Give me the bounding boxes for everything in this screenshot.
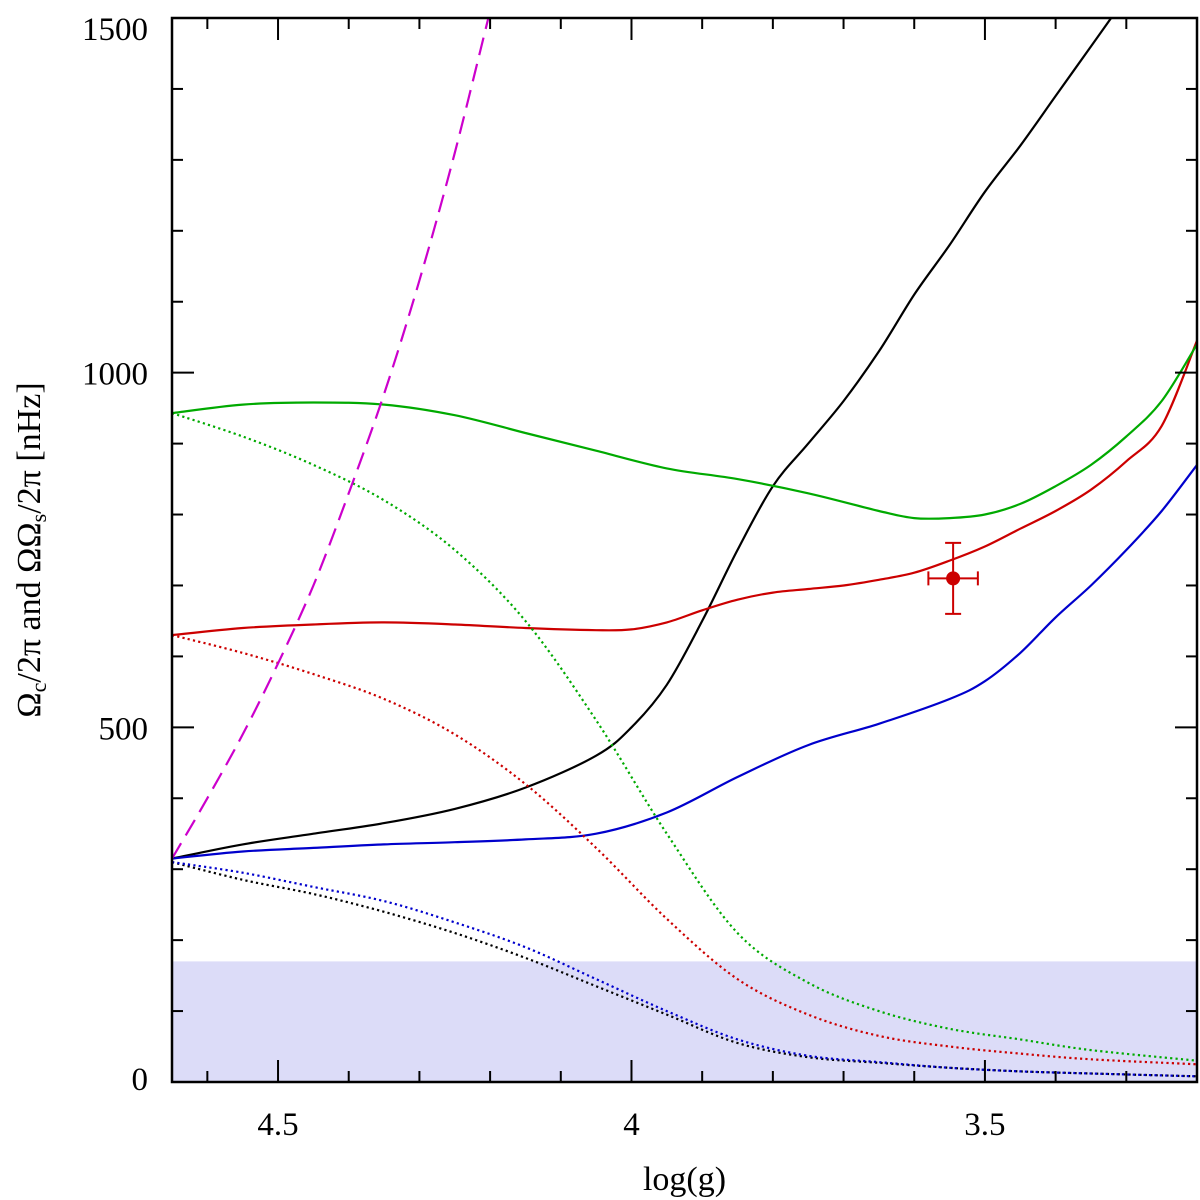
series-blue-core bbox=[172, 464, 1197, 860]
y-tick-label: 0 bbox=[132, 1062, 149, 1098]
y-axis-title-suffix: /2π [nHz] bbox=[11, 382, 48, 513]
series-blue-surface bbox=[172, 861, 1197, 1078]
x-tick-label: 4.5 bbox=[257, 1107, 298, 1143]
y-tick-label: 500 bbox=[99, 711, 149, 747]
y-axis-title-middle: /2π and Ω bbox=[11, 548, 48, 683]
y-axis-title-prefix: Ω bbox=[11, 692, 48, 717]
y-tick-label: 1500 bbox=[82, 12, 148, 48]
plot-frame bbox=[170, 16, 1199, 1084]
y-axis-title-prefix2: Ω bbox=[11, 522, 48, 547]
shaded-band bbox=[172, 961, 1197, 1082]
series-red-core bbox=[172, 340, 1197, 637]
series-black-core bbox=[172, 18, 1113, 860]
y-axis-title-sub2: s bbox=[26, 514, 51, 523]
y-axis-title-sub1: c bbox=[26, 682, 51, 692]
x-tick-label: 4 bbox=[623, 1107, 640, 1143]
series-black-surface bbox=[172, 861, 1197, 1078]
x-tick-label: 3.5 bbox=[964, 1107, 1005, 1143]
series-green-core bbox=[172, 343, 1197, 520]
series-red-surface bbox=[172, 634, 1197, 1066]
obs-point bbox=[946, 571, 961, 586]
series-green-surface bbox=[172, 412, 1197, 1062]
x-axis-title: log(g) bbox=[643, 1161, 726, 1198]
y-tick-label: 1000 bbox=[82, 357, 148, 393]
series-magenta-dashed bbox=[172, 18, 490, 860]
y-axis-title: Ωc/2π and ΩΩs/2π [nHz] bbox=[11, 382, 51, 717]
